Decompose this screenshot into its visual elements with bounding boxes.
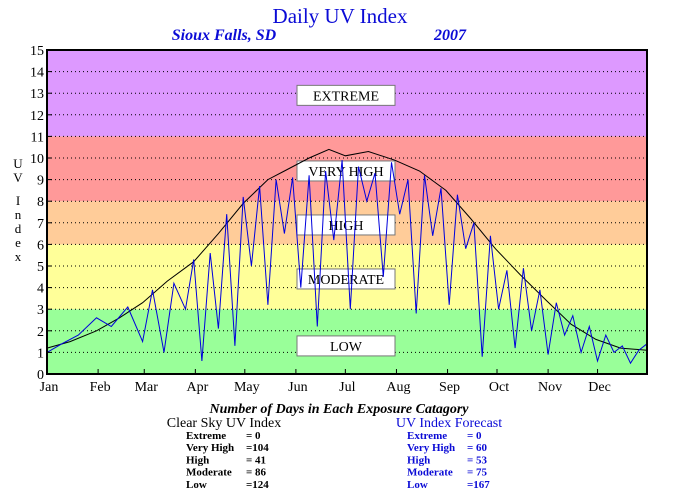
band-label-box <box>296 84 396 106</box>
x-tick-label: Jul <box>339 380 355 395</box>
table-row-value: = 41 <box>246 454 266 466</box>
plot-frame <box>46 49 648 375</box>
x-tick-label: May <box>234 380 260 395</box>
table-row-label: Moderate <box>186 467 232 479</box>
table-row-label: High <box>186 454 209 466</box>
table-row-value: =167 <box>467 479 490 491</box>
table-row-label: Very High <box>186 442 234 454</box>
y-label-letter: U <box>13 156 23 171</box>
forecast-series-line <box>46 160 648 365</box>
band-label-box <box>296 160 396 182</box>
y-tick-label: 4 <box>37 282 44 297</box>
chart-title: Daily UV Index <box>273 4 408 28</box>
year-subtitle: 2007 <box>433 27 467 44</box>
y-label-letter: n <box>15 207 22 222</box>
table-row-label: High <box>407 454 430 466</box>
x-tick-label: Jun <box>288 380 307 395</box>
x-tick-label: Mar <box>135 380 159 395</box>
y-tick-label: 6 <box>37 238 44 253</box>
x-tick-label: Oct <box>489 380 509 395</box>
band-label-text: MODERATE <box>308 273 384 288</box>
grid-lines <box>47 71 647 353</box>
y-label-letter: x <box>15 249 22 264</box>
table-title: Clear Sky UV Index <box>167 416 281 431</box>
table-row-value: = 53 <box>467 454 488 466</box>
table-row-value: = 75 <box>467 467 488 479</box>
table-row-label: Low <box>407 479 428 491</box>
y-label-letter: e <box>15 235 21 250</box>
table-row-label: Extreme <box>186 430 226 442</box>
x-tick-label: Apr <box>186 380 208 395</box>
y-tick-label: 13 <box>30 87 44 102</box>
y-tick-label: 11 <box>31 130 44 145</box>
table-row-label: Very High <box>407 442 455 454</box>
y-tick-label: 9 <box>37 174 44 189</box>
y-tick-label: 10 <box>30 152 44 167</box>
y-tick-label: 5 <box>37 260 44 275</box>
clear-sky-series-line <box>46 148 648 351</box>
location-subtitle: Sioux Falls, SD <box>172 27 277 44</box>
y-tick-label: 1 <box>37 346 44 361</box>
y-tick-label: 0 <box>37 368 44 383</box>
band-label-box <box>296 268 396 290</box>
table-row-value: = 0 <box>467 430 482 442</box>
table-row-label: Moderate <box>407 467 453 479</box>
band-label-box <box>296 335 396 357</box>
x-tick-label: Nov <box>538 380 562 395</box>
y-label-letter: V <box>13 170 23 185</box>
band-label-text: VERY HIGH <box>308 165 383 180</box>
table-row-label: Extreme <box>407 430 447 442</box>
y-tick-label: 12 <box>30 109 44 124</box>
footer-title: Number of Days in Each Exposure Catagory <box>208 402 469 417</box>
table-row-value: = 0 <box>246 430 261 442</box>
x-tick-label: Sep <box>439 380 460 395</box>
table-row-value: =104 <box>246 442 269 454</box>
data-series <box>46 148 648 365</box>
x-tick-label: Jan <box>40 380 59 395</box>
y-tick-label: 14 <box>30 66 44 81</box>
y-tick-label: 7 <box>37 217 44 232</box>
table-row-value: = 86 <box>246 467 267 479</box>
table-row-value: =124 <box>246 479 269 491</box>
table-row-value: = 60 <box>467 442 488 454</box>
band-label-text: LOW <box>330 340 363 355</box>
table-row-label: Low <box>186 479 207 491</box>
table-title: UV Index Forecast <box>396 416 502 431</box>
y-tick-label: 2 <box>37 325 44 340</box>
x-tick-label: Aug <box>386 380 410 395</box>
x-axis-ticks: Jan Feb Mar Apr May Jun Jul Aug Sep Oct Nov Dec <box>40 369 611 395</box>
y-tick-label: 15 <box>30 44 44 59</box>
x-tick-label: Dec <box>588 380 611 395</box>
y-label-letter: d <box>15 221 22 236</box>
y-tick-label: 8 <box>37 195 44 210</box>
y-tick-label: 3 <box>37 303 44 318</box>
x-tick-label: Feb <box>90 380 111 395</box>
y-label-letter: I <box>16 193 20 208</box>
band-label-text: EXTREME <box>313 89 379 104</box>
